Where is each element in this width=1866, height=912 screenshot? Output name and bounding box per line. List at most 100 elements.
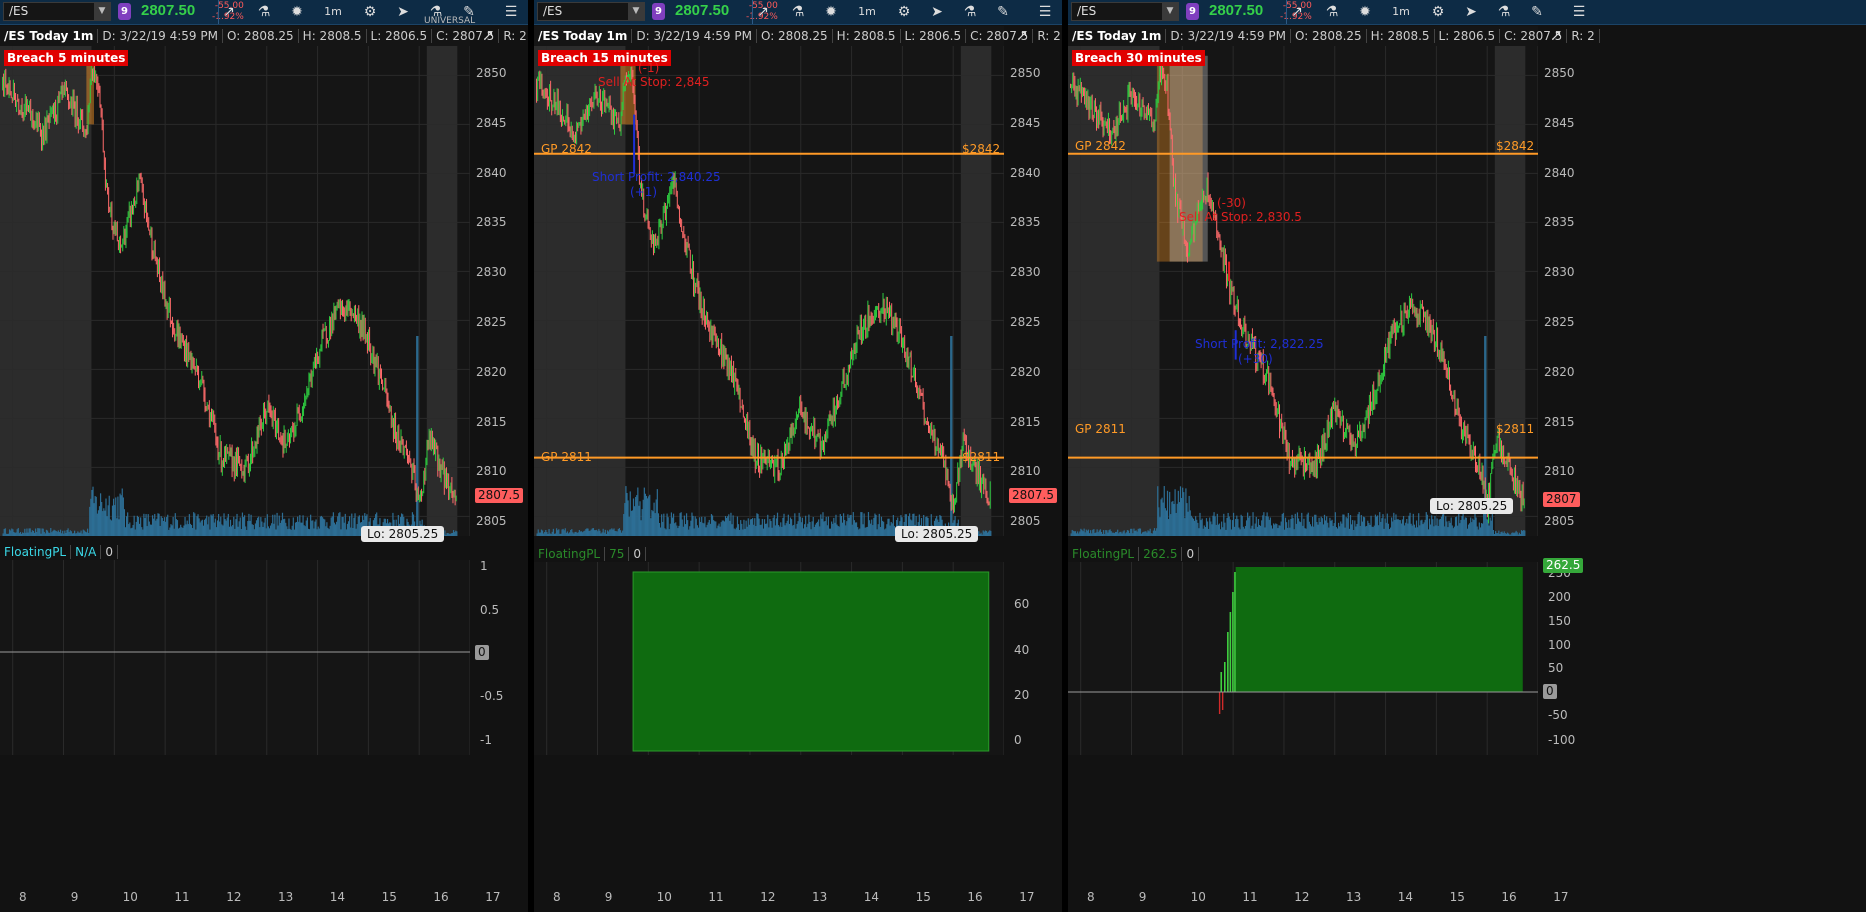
y-tick-label: 2845 <box>1010 115 1041 130</box>
info-high: H: 2808.5 <box>832 29 901 43</box>
style-icon[interactable]: ⚙ <box>897 4 911 20</box>
volume-bar <box>585 529 587 536</box>
volume-bar <box>1171 501 1173 536</box>
symbol-selector[interactable]: /ES ▼ <box>537 2 645 21</box>
volume-bar <box>1190 515 1192 536</box>
drawing-tool-icon[interactable]: ↗ <box>482 28 494 44</box>
volume-bar <box>397 515 399 536</box>
volume-bar <box>1509 534 1511 536</box>
interval-button[interactable]: 1m <box>858 5 876 18</box>
volume-bar <box>151 515 154 536</box>
volume-bar <box>1146 532 1148 536</box>
link-group-badge[interactable]: 9 <box>118 3 131 20</box>
drawing-tool-icon[interactable]: ↗ <box>1016 28 1028 44</box>
volume-bar <box>1237 519 1239 536</box>
volume-bar <box>820 514 822 536</box>
volume-bar <box>157 513 159 536</box>
flask2-icon[interactable]: ⚗ <box>429 4 443 20</box>
info-high: H: 2808.5 <box>298 29 367 43</box>
sell-stop-label: Sell At Stop: 2,845 <box>598 75 710 89</box>
cursor-icon[interactable]: ➤ <box>931 4 943 20</box>
volume-bar <box>1126 530 1129 536</box>
symbol-text: /ES <box>543 4 563 18</box>
style-icon[interactable]: ⚙ <box>363 4 377 20</box>
volume-bar <box>1104 533 1106 536</box>
volume-bar <box>550 533 552 536</box>
menu-icon[interactable]: ☰ <box>504 4 518 20</box>
flask-icon[interactable]: ⚗ <box>791 4 805 20</box>
volume-bar <box>1316 521 1318 536</box>
cursor-icon[interactable]: ➤ <box>397 4 409 20</box>
volume-bar <box>215 527 218 536</box>
volume-bar <box>304 526 306 536</box>
study-name[interactable]: FloatingPL <box>534 547 606 561</box>
chevron-down-icon[interactable]: ▼ <box>628 3 644 20</box>
volume-bar <box>549 533 551 536</box>
flask2-icon[interactable]: ⚗ <box>963 4 977 20</box>
y-tick-label: 2825 <box>476 315 507 329</box>
share-icon[interactable]: ↗ <box>1291 4 1303 20</box>
symbol-selector[interactable]: /ES ▼ <box>1071 2 1179 21</box>
volume-bar <box>1481 523 1484 536</box>
cursor-icon[interactable]: ➤ <box>1465 4 1477 20</box>
volume-bar <box>664 528 666 536</box>
volume-bar <box>1106 530 1108 536</box>
volume-bar <box>1293 529 1295 536</box>
study-name[interactable]: FloatingPL <box>0 545 72 559</box>
volume-bar <box>702 522 704 536</box>
y-tick-label: 2830 <box>1544 265 1575 280</box>
link-group-badge[interactable]: 9 <box>1186 3 1199 20</box>
study-value: 262.5 <box>1139 547 1183 561</box>
volume-bar <box>315 519 317 536</box>
volume-bar <box>1197 522 1199 536</box>
menu-icon[interactable]: ☰ <box>1038 4 1052 20</box>
volume-bar <box>1081 529 1083 536</box>
draw-icon[interactable]: ✎ <box>997 4 1009 20</box>
study-y-tick: 0 <box>1014 733 1022 747</box>
volume-bar <box>1179 486 1182 536</box>
share-icon[interactable]: ↗ <box>757 4 769 20</box>
volume-bar <box>1376 515 1379 536</box>
flask-icon[interactable]: ⚗ <box>1325 4 1339 20</box>
drawing-tool-icon[interactable]: ↗ <box>1550 28 1562 44</box>
study-label: FloatingPL N/A 0 <box>0 543 118 561</box>
volume-bar <box>747 518 749 536</box>
flask2-icon[interactable]: ⚗ <box>1497 4 1511 20</box>
interval-button[interactable]: 1m <box>1392 5 1410 18</box>
style-icon[interactable]: ⚙ <box>1431 4 1445 20</box>
volume-bar <box>1101 533 1104 536</box>
volume-bar <box>888 518 890 536</box>
menu-icon[interactable]: ☰ <box>1572 4 1586 20</box>
volume-bar <box>1287 527 1289 536</box>
volume-bar <box>885 528 887 536</box>
share-icon[interactable]: ↗ <box>223 4 235 20</box>
volume-bar <box>412 514 415 536</box>
flask-icon[interactable]: ⚗ <box>257 4 271 20</box>
volume-bar <box>32 530 35 536</box>
draw-icon[interactable]: ✎ <box>1531 4 1543 20</box>
volume-bar <box>1425 512 1427 536</box>
symbol-selector[interactable]: /ES ▼ <box>3 2 111 21</box>
volume-bar <box>324 519 326 536</box>
volume-bar <box>662 521 664 536</box>
volume-bar <box>668 529 670 536</box>
x-tick-label: 8 <box>1087 890 1095 904</box>
interval-button[interactable]: 1m <box>324 5 342 18</box>
y-tick-label: 2805 <box>1010 514 1041 529</box>
link-group-badge[interactable]: 9 <box>652 3 665 20</box>
volume-bar <box>545 529 547 536</box>
chevron-down-icon[interactable]: ▼ <box>94 3 110 20</box>
volume-bar <box>13 532 15 536</box>
volume-bar <box>56 531 58 536</box>
chevron-down-icon[interactable]: ▼ <box>1162 3 1178 20</box>
volume-bar <box>1516 532 1518 536</box>
gear-icon[interactable]: ✹ <box>825 4 837 20</box>
draw-icon[interactable]: ✎ <box>463 4 475 20</box>
gear-icon[interactable]: ✹ <box>1359 4 1371 20</box>
volume-bar <box>340 529 342 536</box>
gear-icon[interactable]: ✹ <box>291 4 303 20</box>
volume-bar <box>765 523 767 536</box>
volume-bar <box>167 514 169 536</box>
short-profit-qty: (+1) <box>630 185 658 199</box>
study-name[interactable]: FloatingPL <box>1068 547 1140 561</box>
